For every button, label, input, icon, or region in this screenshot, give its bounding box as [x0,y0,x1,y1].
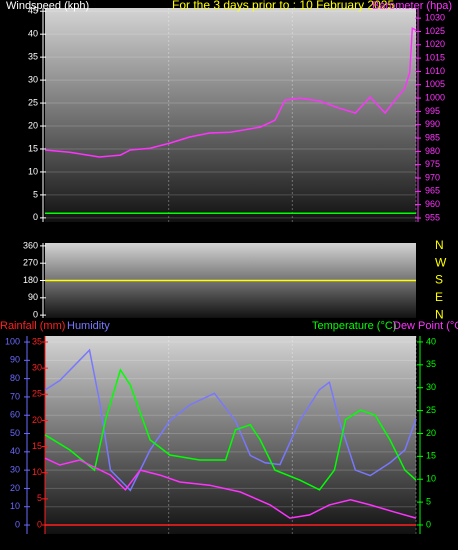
y-tick-label: 1030 [425,13,445,23]
y-tick-label: 5 [33,189,38,199]
x-tick-label: Day 9 [282,536,304,545]
y-tick-label: 10 [32,467,42,477]
y-tick-label: 25 [28,97,38,107]
y-tick-label: 980 [425,146,440,156]
y-tick-label: 35 [28,52,38,62]
y-tick-label: 40 [10,446,20,456]
y-tick-label: 995 [425,106,440,116]
y-tick-label: 35 [32,336,42,346]
y-tick-label: 0 [33,309,38,319]
x-tick-label: Day 8 [158,229,180,238]
y-tick-label: 1025 [425,26,445,36]
y-tick-label: 955 [425,212,440,222]
plot-area [45,336,416,534]
y-tick-label: 90 [28,292,38,302]
legend-label: Barometer (hpa) [372,0,452,12]
y-tick-label: 30 [10,465,20,475]
chart-title: For the 3 days prior to : 10 February 20… [172,0,394,12]
x-tick-label: Day 9 [282,229,304,238]
y-tick-label: 5 [37,493,42,503]
series-line [44,348,417,492]
y-tick-label: 15 [426,451,436,461]
y-tick-label: 60 [10,410,20,420]
y-tick-label: 25 [32,389,42,399]
y-tick-label: 80 [10,373,20,383]
y-tick-label: 20 [426,428,436,438]
y-tick-label: N [435,238,444,252]
y-tick-label: 960 [425,199,440,209]
y-tick-label: 180 [23,275,38,285]
y-tick-label: 1010 [425,66,445,76]
y-tick-label: 20 [10,483,20,493]
y-tick-label: 30 [426,382,436,392]
y-tick-label: 40 [426,336,436,346]
y-tick-label: 1005 [425,79,445,89]
series-line [44,27,417,158]
y-tick-label: 990 [425,119,440,129]
y-tick-label: 40 [28,29,38,39]
y-tick-label: 50 [10,428,20,438]
y-tick-label: 975 [425,159,440,169]
y-tick-label: 100 [5,336,20,346]
series-line [44,368,417,491]
y-tick-label: 270 [23,258,38,268]
plot-area [45,8,416,222]
y-tick-label: 70 [10,391,20,401]
y-tick-label: 20 [28,120,38,130]
legend-label: Windspeed (kph) [6,0,89,12]
y-tick-label: 10 [426,474,436,484]
x-tick-label: Day 10 [403,536,429,545]
y-tick-label: 1020 [425,39,445,49]
legend-label: Rainfall (mm) [0,320,65,332]
legend-label: Temperature (°C) [312,320,396,332]
series-line [44,457,417,519]
y-tick-label: 360 [23,240,38,250]
y-tick-label: E [435,290,443,304]
y-tick-label: 15 [28,143,38,153]
y-tick-label: 90 [10,355,20,365]
legend-label: Humidity [67,320,110,332]
y-tick-label: 970 [425,172,440,182]
y-tick-label: 0 [37,519,42,529]
y-tick-label: 965 [425,186,440,196]
y-tick-label: 10 [10,501,20,511]
y-tick-label: N [435,307,444,321]
y-tick-label: S [435,273,443,287]
y-tick-label: 0 [33,212,38,222]
y-tick-label: 15 [32,441,42,451]
y-tick-label: 985 [425,132,440,142]
x-tick-label: Day 10 [403,229,429,238]
y-tick-label: 1015 [425,52,445,62]
y-tick-label: 10 [28,166,38,176]
y-tick-label: 25 [426,405,436,415]
x-tick-label: Day 8 [158,536,180,545]
y-tick-label: 0 [426,519,431,529]
y-tick-label: 45 [28,6,38,16]
y-tick-label: 20 [32,415,42,425]
y-tick-label: 5 [426,496,431,506]
y-tick-label: W [435,255,447,269]
y-tick-label: 35 [426,359,436,369]
y-tick-label: 30 [28,74,38,84]
y-tick-label: 1000 [425,92,445,102]
legend-label: Dew Point (°C [393,320,458,332]
y-tick-label: 30 [32,363,42,373]
y-tick-label: 0 [15,519,20,529]
